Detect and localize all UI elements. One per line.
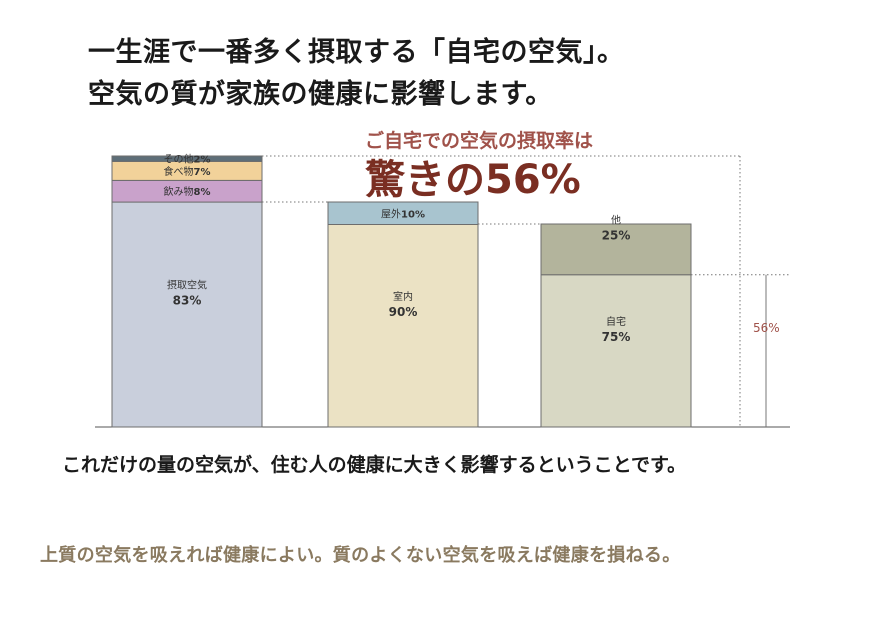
bar-2-segment-2-label: 屋外10% (381, 208, 425, 220)
bar-2-segment-2 (327, 201, 479, 225)
air-intake-chart: 摂取空気 83% 飲み物8% 食べ物7%その他2% 室内 90% 屋外10% 自宅 75% 他 25… (95, 129, 790, 428)
bar-3-segment-2 (540, 223, 692, 276)
bar-1-segment-1-name: 摂取空気 (167, 279, 207, 292)
headline-line-1: 一生涯で一番多く摂取する「自宅の空気」。 (88, 37, 625, 68)
bar-2-segment-1 (327, 224, 479, 428)
bar-2-segment-1-name: 室内 (393, 290, 413, 303)
bar-1-segment-1-value: 83% (173, 294, 202, 308)
bar-3-segment-2-name: 他 (611, 213, 621, 226)
callout-subtitle: ご自宅での空気の摂取率は (365, 129, 593, 152)
callout-main: 驚きの56% (365, 157, 581, 203)
bar-1-segment-3-label: 食べ物7% (164, 165, 211, 178)
bar-1-segment-4 (111, 155, 263, 162)
bar-3-segment-1 (540, 274, 692, 428)
bar-1-segment-1 (111, 201, 263, 428)
bar-3-segment-1-name: 自宅 (606, 315, 626, 328)
bar-3-segment-1-value: 75% (602, 330, 631, 344)
bar-1-segment-4-label: その他2% (164, 153, 211, 166)
bars: 摂取空気 83% 飲み物8% 食べ物7%その他2% 室内 90% 屋外10% 自宅 75% 他 25… (111, 153, 692, 428)
bar-2-segment-1-value: 90% (389, 305, 418, 319)
bar-3-segment-2-value: 25% (602, 228, 631, 242)
footer-line-1: これだけの量の空気が、住む人の健康に大きく影響するということです。 (62, 454, 687, 476)
bar-1-segment-2-label: 飲み物8% (164, 185, 211, 198)
headline-line-2: 空気の質が家族の健康に影響します。 (88, 79, 553, 110)
marker-label-56: 56% (753, 321, 780, 335)
footer-line-2: 上質の空気を吸えれば健康によい。質のよくない空気を吸えば健康を損ねる。 (40, 545, 681, 566)
